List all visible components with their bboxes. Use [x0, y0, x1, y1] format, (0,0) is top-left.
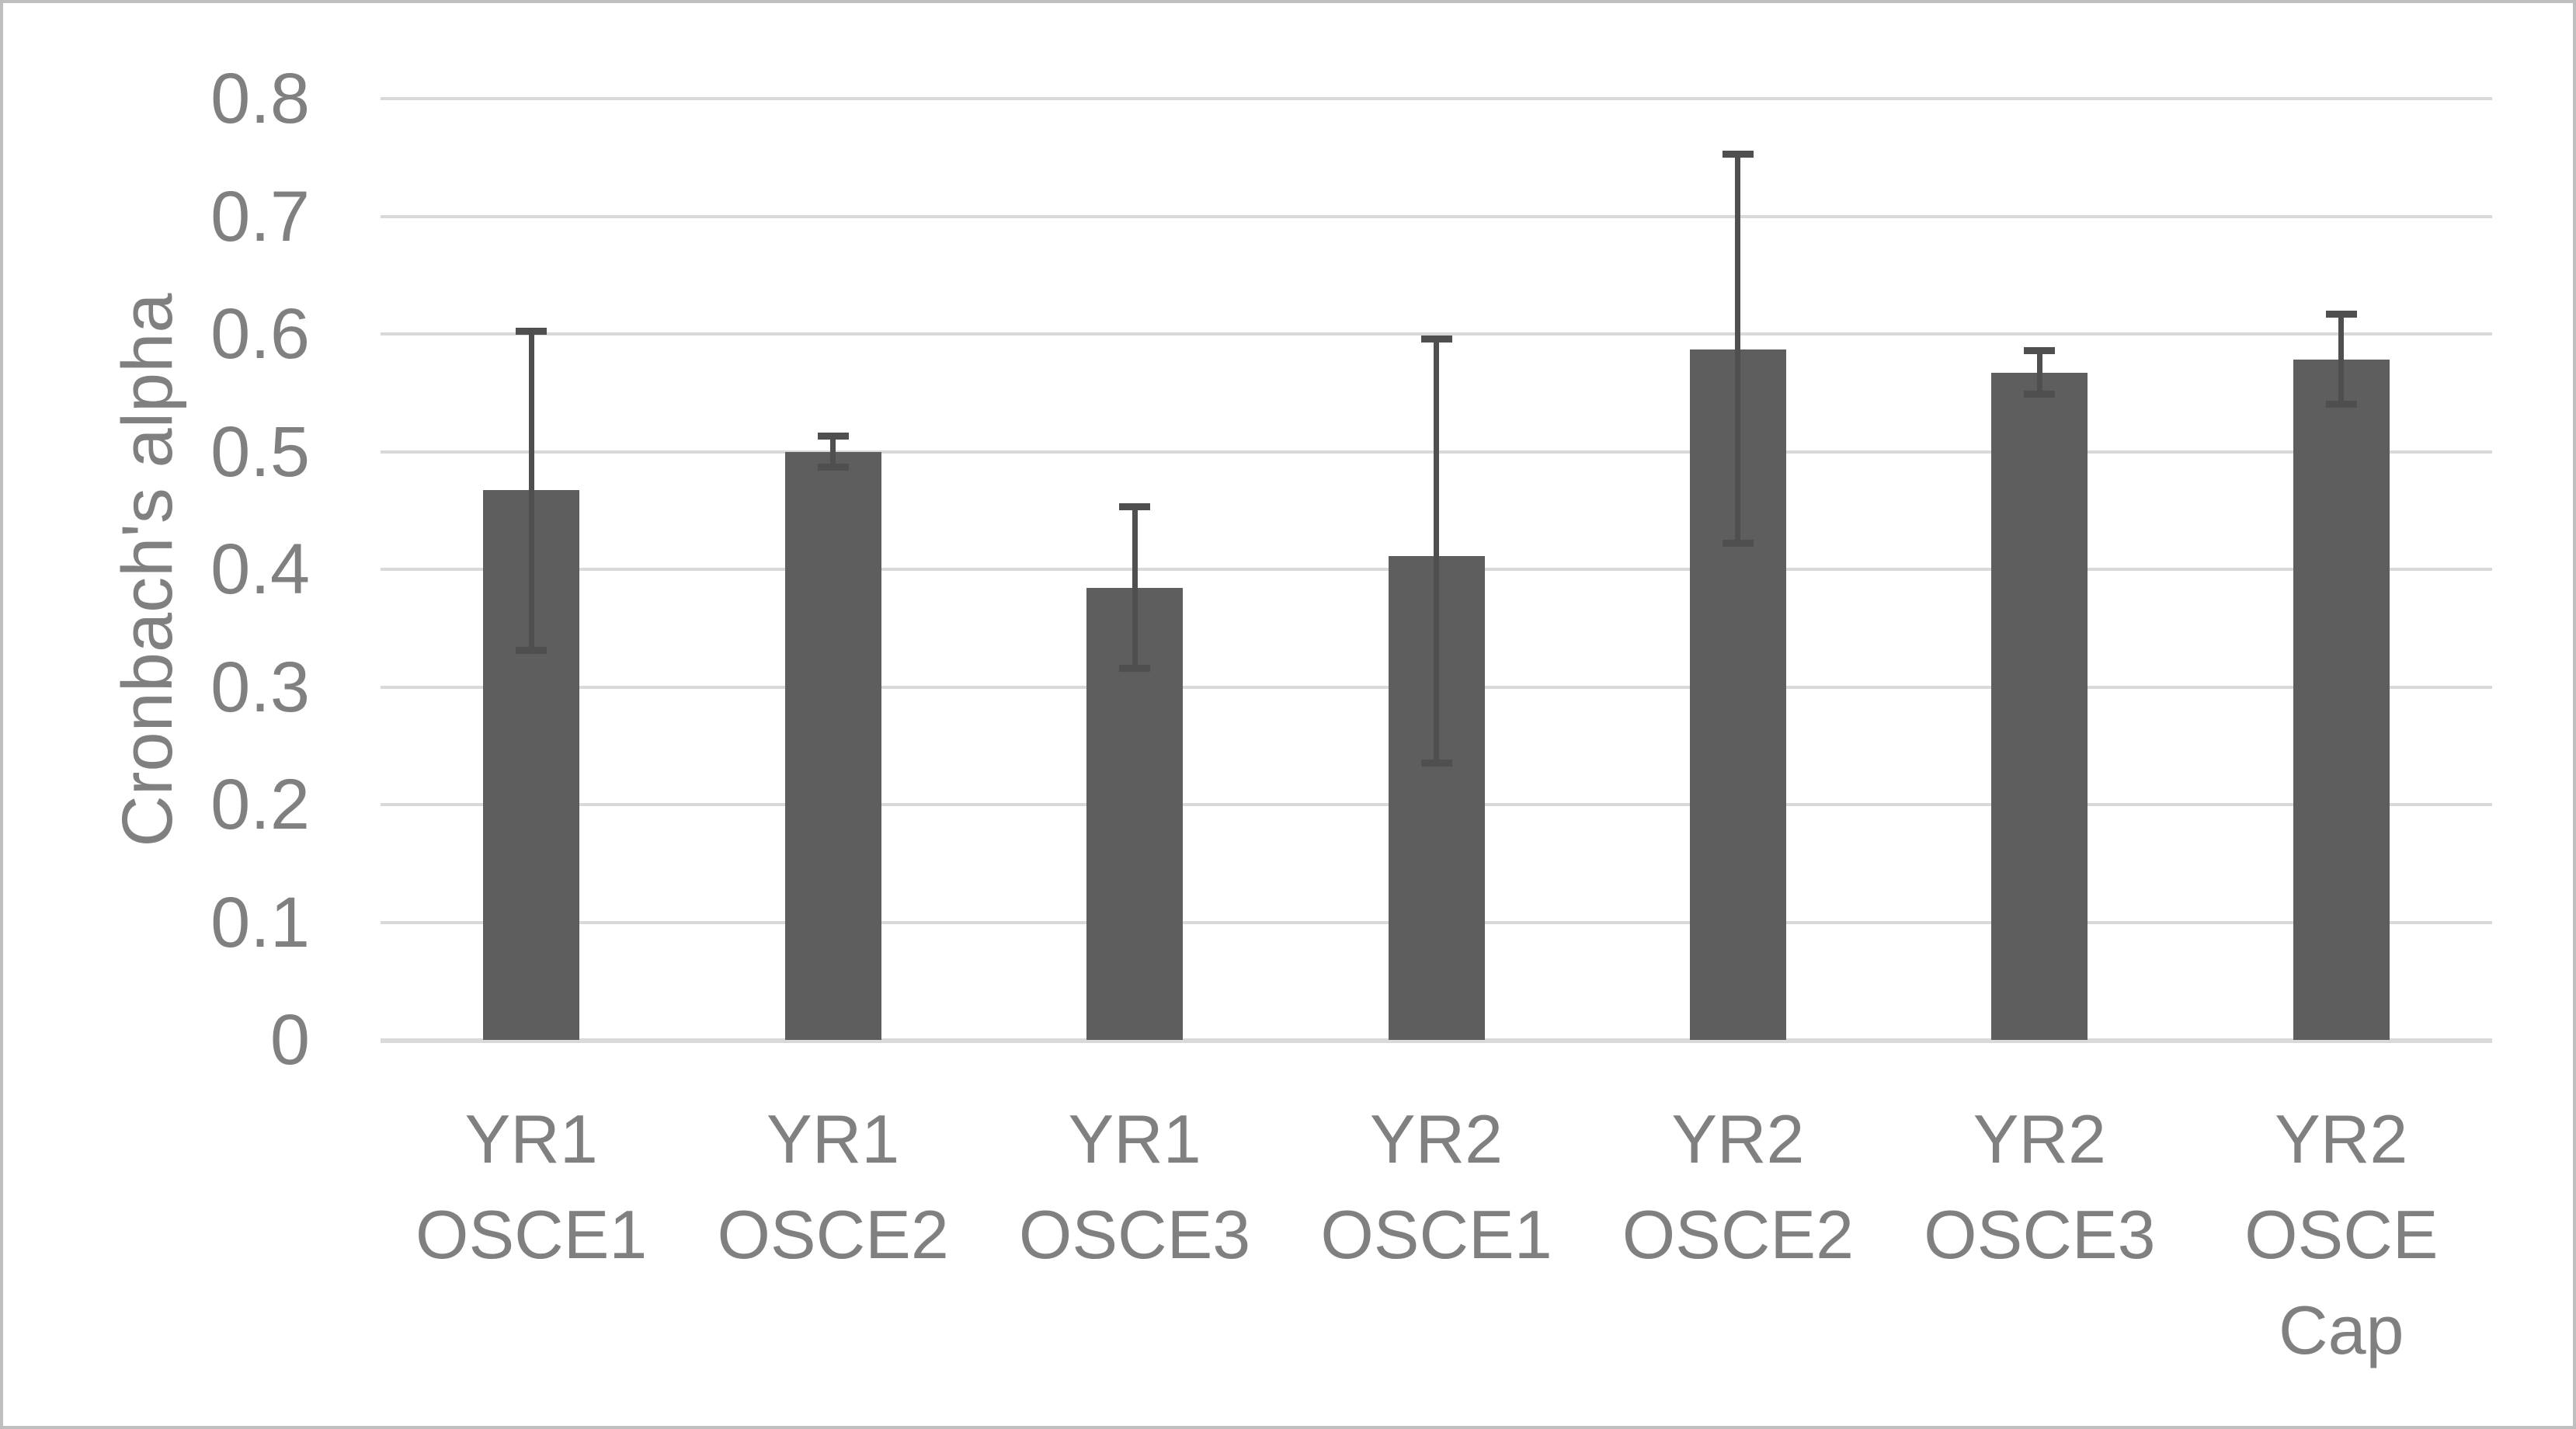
- error-bar-stem: [2338, 314, 2345, 405]
- x-category-label-line: YR2: [1671, 1100, 1805, 1177]
- x-category-label-line: YR2: [2275, 1100, 2408, 1177]
- x-category-label-line: Cap: [2279, 1292, 2404, 1368]
- x-category-label-line: YR2: [1973, 1100, 2106, 1177]
- y-tick-label-0.7: 0.7: [210, 176, 310, 256]
- error-bar-stem: [1735, 154, 1741, 544]
- x-category-label-line: OSCE3: [1924, 1196, 2156, 1273]
- error-bar-stem: [528, 331, 534, 651]
- error-bar-cap-top: [817, 433, 849, 440]
- error-bar-cap-top: [1119, 503, 1151, 511]
- y-tick-label-0: 0: [269, 1000, 310, 1080]
- x-category-label-yr1-osce2: YR1 OSCE2: [682, 1091, 983, 1282]
- bar-yr2-osce3: [1991, 372, 2088, 1040]
- error-bar-cap-bottom: [2325, 401, 2357, 409]
- gridline-0.6: [381, 332, 2492, 336]
- x-category-label-yr2-osce-cap: YR2 OSCE Cap: [2191, 1091, 2492, 1378]
- y-tick-label-0.6: 0.6: [210, 294, 310, 374]
- y-tick-label-0.8: 0.8: [210, 59, 310, 138]
- error-bar-cap-bottom: [1722, 540, 1754, 548]
- x-category-label-yr2-osce3: YR2 OSCE3: [1889, 1091, 2190, 1282]
- x-category-label-yr1-osce3: YR1 OSCE3: [984, 1091, 1285, 1282]
- y-tick-label-0.4: 0.4: [210, 530, 310, 609]
- error-bar-stem: [1434, 339, 1439, 763]
- x-category-label-line: OSCE: [2244, 1196, 2439, 1273]
- x-category-label-line: YR2: [1369, 1100, 1504, 1177]
- error-bar-cap-top: [1722, 150, 1754, 158]
- y-tick-label-0.5: 0.5: [210, 412, 310, 492]
- y-tick-label-0.1: 0.1: [210, 882, 310, 962]
- x-category-label-line: YR1: [767, 1100, 900, 1177]
- gridline-0.7: [381, 214, 2492, 218]
- bar-yr2-osce-cap: [2293, 360, 2390, 1040]
- x-category-label-yr2-osce1: YR2 OSCE1: [1285, 1091, 1587, 1282]
- gridline-0.8: [381, 97, 2492, 100]
- error-bar-cap-bottom: [516, 647, 548, 655]
- error-bar-cap-top: [2024, 346, 2056, 354]
- x-category-label-line: OSCE2: [1622, 1196, 1855, 1273]
- x-category-label-line: YR1: [464, 1100, 598, 1177]
- error-bar-cap-bottom: [1420, 760, 1452, 767]
- x-category-label-yr2-osce2: YR2 OSCE2: [1587, 1091, 1889, 1282]
- error-bar-cap-bottom: [817, 463, 849, 471]
- bar-yr1-osce2: [784, 451, 881, 1040]
- x-category-label-line: OSCE3: [1018, 1196, 1251, 1273]
- y-tick-label-0.3: 0.3: [210, 647, 310, 727]
- error-bar-cap-bottom: [2024, 390, 2056, 398]
- error-bar-stem: [830, 436, 836, 468]
- x-category-label-line: OSCE2: [717, 1196, 949, 1273]
- error-bar-cap-bottom: [1119, 664, 1151, 672]
- x-category-label-line: YR1: [1068, 1100, 1201, 1177]
- error-bar-cap-top: [1420, 335, 1452, 342]
- error-bar-stem: [2036, 350, 2042, 395]
- error-bar-cap-top: [516, 328, 548, 336]
- y-tick-label-0.2: 0.2: [210, 765, 310, 844]
- error-bar-cap-top: [2325, 310, 2357, 318]
- x-category-label-yr1-osce1: YR1 OSCE1: [381, 1091, 682, 1282]
- x-category-label-line: OSCE1: [415, 1196, 648, 1273]
- plot-area: [381, 97, 2492, 1043]
- x-category-label-line: OSCE1: [1320, 1196, 1552, 1273]
- error-bar-stem: [1132, 506, 1138, 669]
- gridline-0: [381, 1038, 2492, 1043]
